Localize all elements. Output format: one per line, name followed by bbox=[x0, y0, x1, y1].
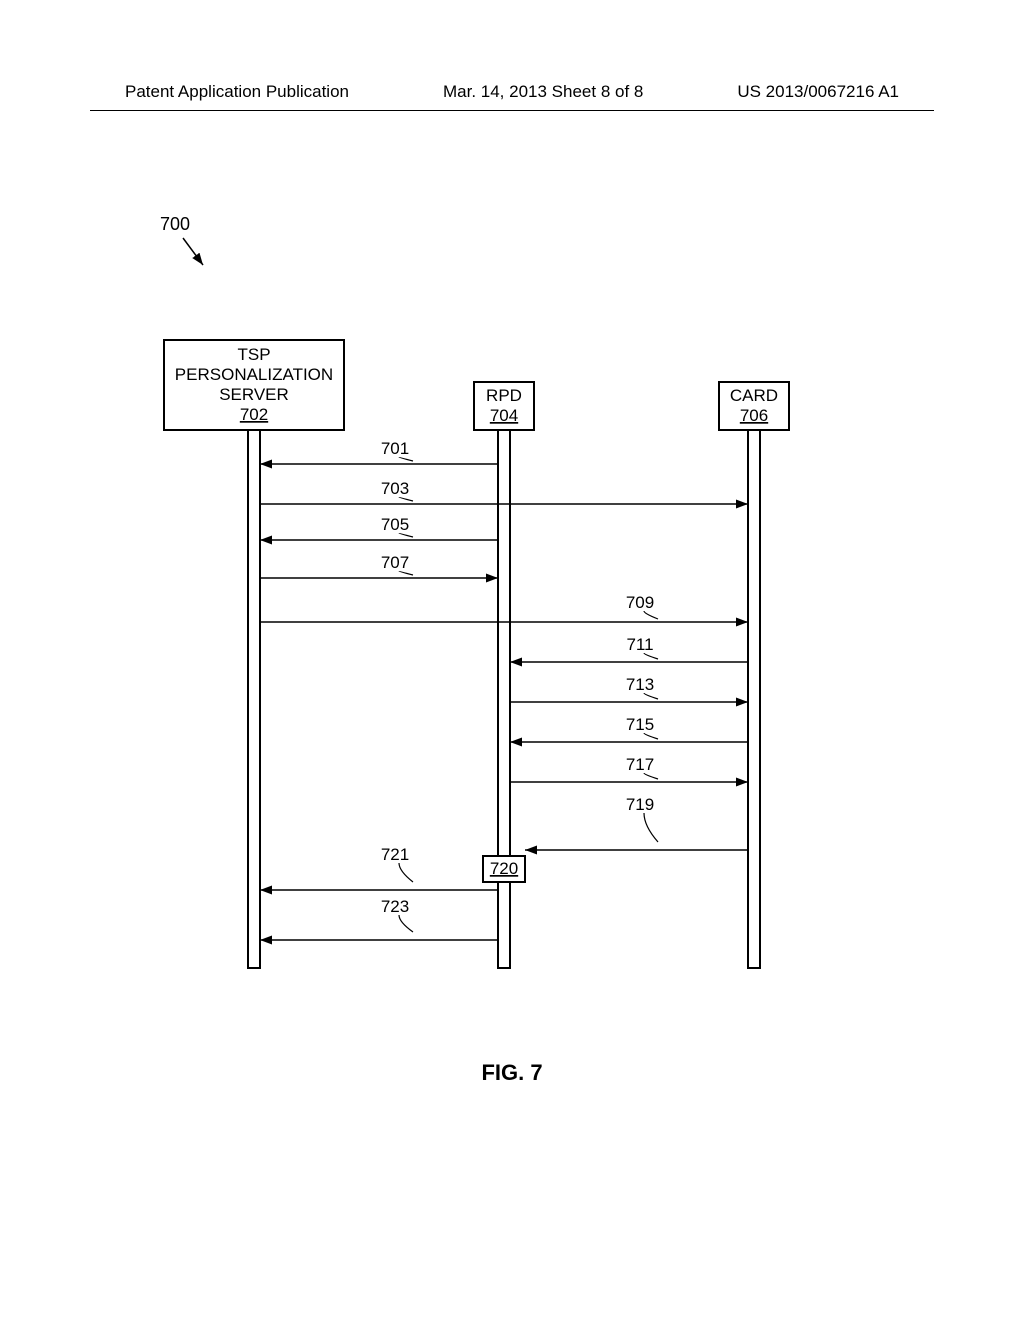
header-center: Mar. 14, 2013 Sheet 8 of 8 bbox=[443, 82, 643, 102]
svg-text:719: 719 bbox=[626, 795, 654, 814]
svg-text:PERSONALIZATION: PERSONALIZATION bbox=[175, 365, 333, 384]
header-left: Patent Application Publication bbox=[125, 82, 349, 102]
svg-text:701: 701 bbox=[381, 439, 409, 458]
svg-text:RPD: RPD bbox=[486, 386, 522, 405]
svg-text:703: 703 bbox=[381, 479, 409, 498]
svg-text:723: 723 bbox=[381, 897, 409, 916]
svg-text:720: 720 bbox=[490, 859, 518, 878]
diagram-container: TSPPERSONALIZATIONSERVER702 RPD704 CARD706… bbox=[0, 150, 1024, 1150]
svg-text:717: 717 bbox=[626, 755, 654, 774]
page-header: Patent Application Publication Mar. 14, … bbox=[0, 82, 1024, 102]
svg-text:721: 721 bbox=[381, 845, 409, 864]
svg-text:702: 702 bbox=[240, 405, 268, 424]
sequence-diagram: TSPPERSONALIZATIONSERVER702 RPD704 CARD706… bbox=[0, 150, 1024, 1150]
svg-text:706: 706 bbox=[740, 406, 768, 425]
svg-text:TSP: TSP bbox=[237, 345, 270, 364]
svg-text:713: 713 bbox=[626, 675, 654, 694]
header-rule bbox=[90, 110, 934, 111]
svg-text:700: 700 bbox=[160, 214, 190, 234]
svg-text:704: 704 bbox=[490, 406, 518, 425]
svg-text:715: 715 bbox=[626, 715, 654, 734]
svg-text:SERVER: SERVER bbox=[219, 385, 289, 404]
svg-text:711: 711 bbox=[626, 635, 653, 654]
svg-text:CARD: CARD bbox=[730, 386, 778, 405]
figure-label: FIG. 7 bbox=[0, 1060, 1024, 1086]
header-right: US 2013/0067216 A1 bbox=[737, 82, 899, 102]
svg-text:709: 709 bbox=[626, 593, 654, 612]
svg-text:707: 707 bbox=[381, 553, 409, 572]
svg-text:705: 705 bbox=[381, 515, 409, 534]
